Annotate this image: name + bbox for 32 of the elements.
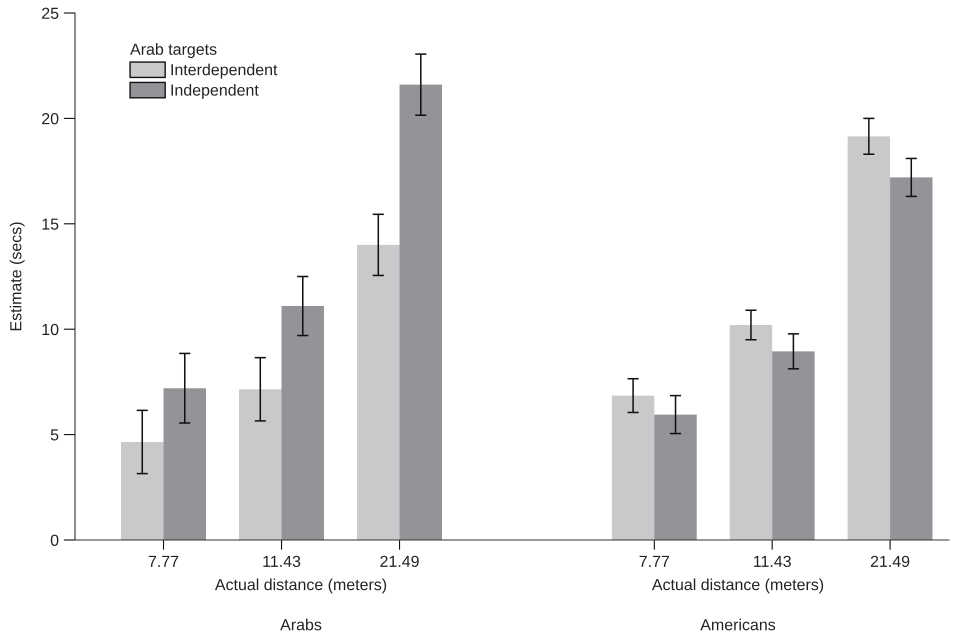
- bar: [239, 389, 282, 540]
- bar: [730, 324, 772, 540]
- y-tick-label: 10: [42, 324, 58, 336]
- bar: [772, 351, 815, 540]
- text: Americans: [700, 618, 776, 630]
- legend-title: Arab targets: [130, 43, 216, 58]
- x-tick-label: 21.49: [380, 556, 419, 568]
- bar: [890, 177, 932, 540]
- x-tick-label: 7.77: [148, 556, 178, 567]
- y-tick-label: 0: [50, 534, 58, 546]
- bar: [282, 306, 324, 540]
- x-tick-label: 21.49: [870, 556, 910, 568]
- bar: [612, 396, 654, 540]
- bar: [357, 244, 400, 540]
- bar: [654, 414, 697, 540]
- y-axis-title: Estimate (secs): [10, 222, 25, 330]
- bar: [121, 442, 164, 540]
- x-tick-label: 11.43: [263, 556, 300, 568]
- y-tick-label: 25: [42, 8, 58, 19]
- bar: [164, 388, 206, 540]
- bar: [848, 136, 890, 540]
- bar: [400, 84, 442, 540]
- x-tick-label: 7.77: [640, 556, 670, 567]
- y-tick-label: 20: [42, 113, 58, 124]
- x-axis-title: Actual distance (meters): [652, 578, 824, 594]
- text: Arabs: [280, 618, 322, 630]
- legend-label: Interdependent: [171, 64, 278, 78]
- x-axis-title: Actual distance (meters): [214, 578, 386, 594]
- y-tick-label: 15: [42, 218, 58, 230]
- x-tick-label: 11.43: [754, 556, 791, 568]
- legend-label: Independent: [171, 84, 259, 99]
- y-tick-label: 5: [50, 429, 58, 441]
